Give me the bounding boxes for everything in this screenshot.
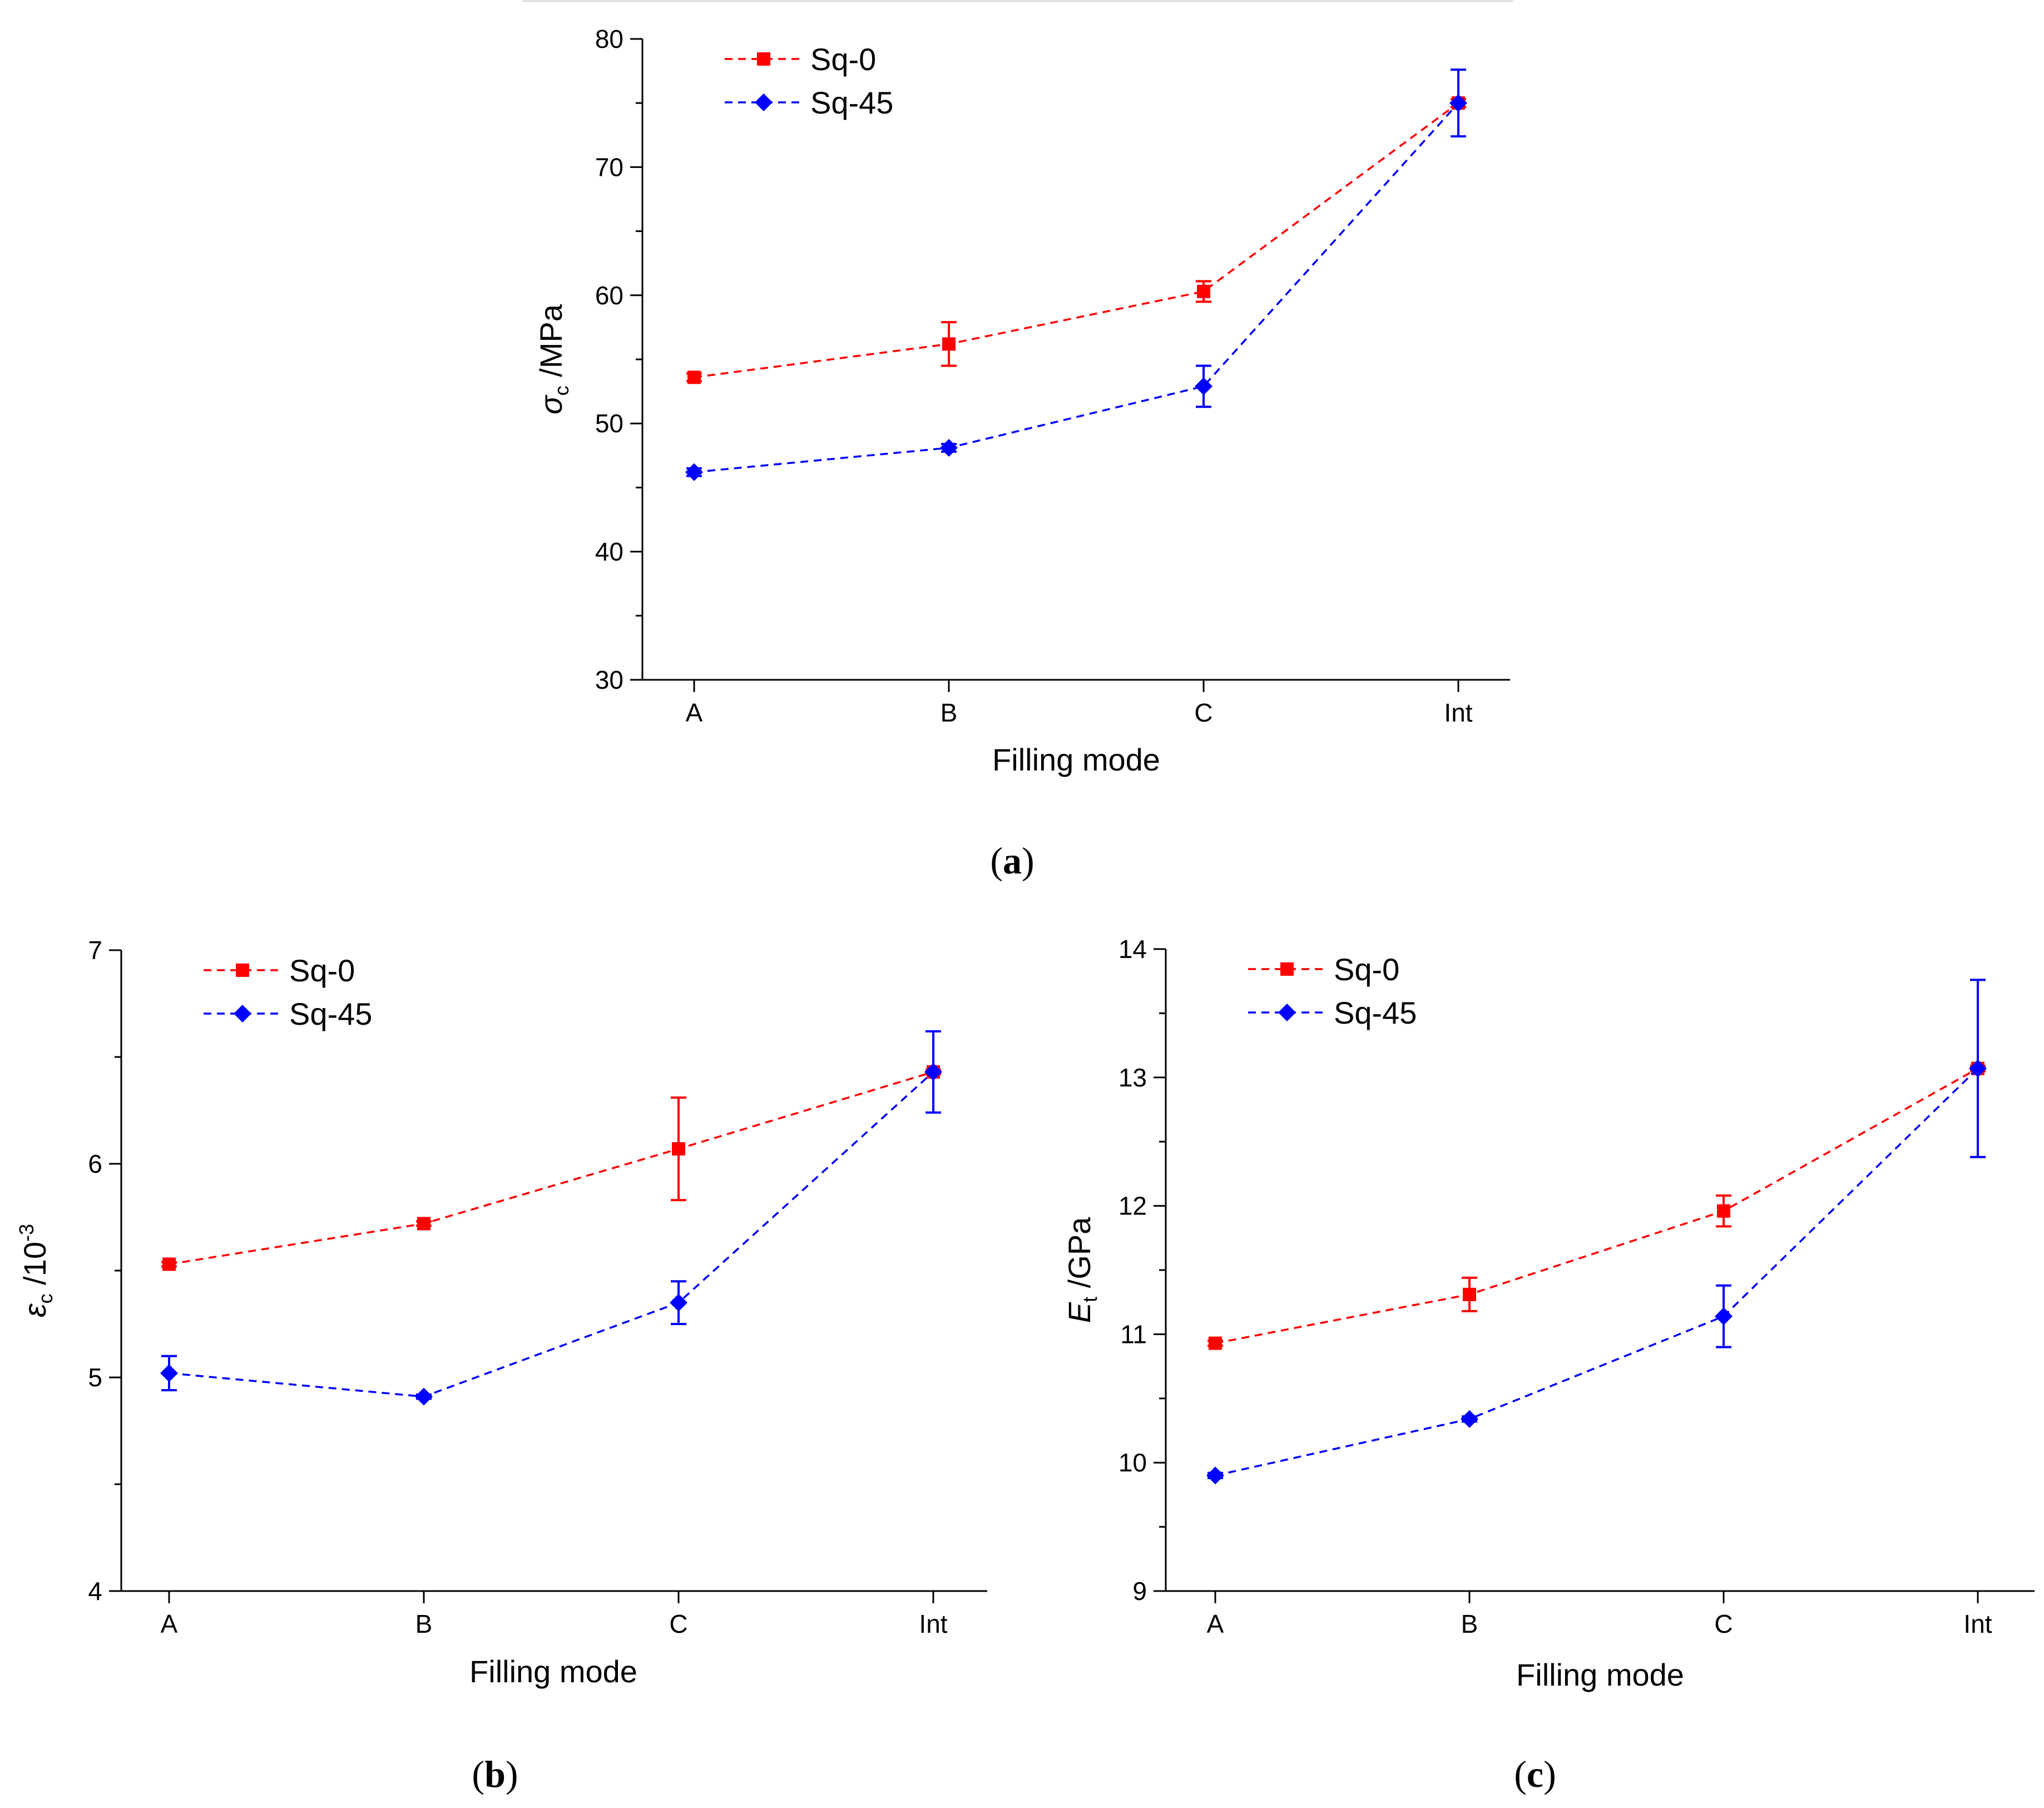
- chart-c-x-tick-label: C: [1714, 1609, 1733, 1638]
- chart-a-y-axis-title: σc /MPa: [533, 304, 573, 414]
- chart-a-y-tick-label: 60: [595, 281, 623, 310]
- chart-c-y-tick-label: 12: [1118, 1192, 1147, 1221]
- chart-a-series-sq-45-point: [685, 463, 703, 481]
- chart-b-series-sq-45-line: [169, 1071, 934, 1398]
- chart-a-series-sq-45-line: [694, 102, 1459, 473]
- chart-a-y-tick-label: 50: [595, 409, 623, 438]
- panel-paren: (: [990, 839, 1003, 882]
- panel-paren: (: [1514, 1753, 1527, 1795]
- chart-c-series-sq-0-line: [1215, 1068, 1978, 1345]
- chart-c-y-tick-label: 9: [1132, 1577, 1147, 1606]
- chart-b-x-tick-label: A: [161, 1609, 178, 1638]
- chart-b-x-tick-label: C: [669, 1609, 687, 1638]
- chart-b-series-sq-0-line: [169, 1071, 934, 1266]
- chart-c-series-sq-0-legend-label: Sq-0: [1334, 952, 1399, 987]
- chart-c-series-sq-45-point: [1461, 1410, 1478, 1428]
- chart-a-series-sq-45-legend-label: Sq-45: [810, 85, 893, 120]
- chart-c-y-tick-label: 11: [1120, 1320, 1147, 1348]
- y-axis-symbol: ε: [17, 1303, 52, 1317]
- y-axis-symbol: σ: [533, 394, 568, 414]
- y-axis-unit: /10: [17, 1242, 52, 1293]
- chart-a-x-tick-label: A: [686, 698, 703, 727]
- chart-b-series-sq-0-point: [672, 1142, 685, 1156]
- panel-paren: (: [472, 1753, 484, 1795]
- chart-b-y-tick-label: 5: [88, 1363, 102, 1392]
- chart-panel-b: 4 5 6 7 A B C Int Filling mode εc /10-3 (b) Sq-0 Sq-…: [15, 936, 987, 1795]
- chart-c-y-axis-title: Et /GPa: [1062, 1217, 1101, 1323]
- chart-c-series-sq-45-legend-marker: [1278, 1004, 1296, 1021]
- panel-paren: ): [506, 1753, 518, 1795]
- panel-letter: a: [1003, 839, 1022, 882]
- chart-b-series-sq-45-point: [160, 1364, 178, 1382]
- chart-c-series-sq-0-legend-marker: [1280, 962, 1294, 976]
- chart-a-series-sq-0-legend-label: Sq-0: [810, 42, 876, 77]
- chart-c-x-tick-label: Int: [1963, 1609, 1992, 1638]
- chart-c-series-sq-0-point: [1717, 1204, 1730, 1218]
- chart-b-series-sq-0-point: [417, 1217, 430, 1231]
- chart-b-series-sq-45-legend-label: Sq-45: [289, 996, 372, 1031]
- chart-c-x-tick-label: B: [1461, 1609, 1478, 1638]
- chart-b-series-sq-45-point: [924, 1063, 942, 1081]
- chart-panel-a: 30 40 50 60 70 80 A B C Int Filling mode σc /MPa (a)…: [533, 24, 1510, 882]
- chart-a-series-sq-0-point: [1197, 284, 1210, 298]
- chart-b-series-sq-0-point: [162, 1257, 176, 1271]
- chart-c-series-sq-45-point: [1969, 1059, 1987, 1078]
- chart-b-y-tick-label: 7: [88, 936, 102, 965]
- chart-b-x-axis-title: Filling mode: [469, 1654, 637, 1689]
- chart-a-series-sq-45-point: [1195, 377, 1212, 396]
- chart-a-x-axis-title: Filling mode: [992, 742, 1160, 777]
- chart-c-series-sq-0-point: [1209, 1336, 1222, 1350]
- chart-b-series-sq-45-point: [670, 1293, 687, 1312]
- chart-c-series-sq-45-point: [1206, 1466, 1224, 1485]
- chart-b-series-sq-0-legend-label: Sq-0: [289, 953, 355, 988]
- chart-a-x-tick-label: B: [941, 698, 958, 727]
- panel-paren: ): [1022, 839, 1035, 882]
- chart-b-series-sq-45-legend-marker: [234, 1005, 251, 1022]
- chart-a-y-tick-label: 30: [595, 665, 623, 694]
- y-axis-subscript: t: [1078, 1297, 1101, 1302]
- chart-panel-c: 9 10 11 12 13 14 A B C Int Filling mode Et /GPa (c) S…: [1062, 935, 2035, 1795]
- y-axis-unit: /GPa: [1062, 1217, 1097, 1297]
- panel-letter: b: [484, 1753, 506, 1795]
- chart-b-panel-label: (b): [472, 1753, 518, 1795]
- chart-b-y-tick-label: 4: [88, 1577, 102, 1606]
- chart-a-series-sq-45-point: [940, 438, 958, 457]
- chart-c-series-sq-0-point: [1463, 1287, 1476, 1301]
- chart-c-series-sq-45-point: [1715, 1307, 1733, 1326]
- chart-c-series-sq-45-line: [1215, 1068, 1979, 1476]
- y-axis-subscript: c: [34, 1293, 57, 1303]
- y-axis-subscript: c: [550, 386, 573, 396]
- chart-a-x-tick-label: Int: [1444, 698, 1472, 727]
- chart-a-y-tick-label: 70: [595, 152, 623, 181]
- chart-c-panel-label: (c): [1514, 1753, 1556, 1795]
- chart-b-x-tick-label: B: [415, 1609, 433, 1638]
- chart-b-x-tick-label: Int: [919, 1609, 947, 1638]
- y-axis-superscript: -3: [15, 1224, 38, 1242]
- panel-paren: ): [1543, 1753, 1556, 1795]
- chart-a-series-sq-0-legend-marker: [757, 52, 770, 66]
- y-axis-symbol: E: [1062, 1302, 1097, 1323]
- chart-c-y-tick-label: 13: [1118, 1063, 1147, 1092]
- chart-a-series-sq-45-point: [1449, 94, 1467, 112]
- chart-c-y-tick-label: 14: [1118, 935, 1147, 964]
- chart-a-series-sq-0-point: [942, 337, 956, 351]
- chart-a-y-tick-label: 40: [595, 537, 623, 566]
- chart-c-x-axis-title: Filling mode: [1516, 1657, 1684, 1692]
- chart-b-y-tick-label: 6: [88, 1149, 102, 1178]
- chart-a-series-sq-45-legend-marker: [755, 93, 773, 111]
- chart-b-series-sq-0-legend-marker: [236, 964, 249, 977]
- panel-letter: c: [1527, 1753, 1543, 1795]
- chart-a-x-tick-label: C: [1194, 698, 1212, 727]
- chart-a-panel-label: (a): [990, 839, 1034, 882]
- chart-c-series-sq-45-legend-label: Sq-45: [1334, 995, 1417, 1030]
- chart-c-x-tick-label: A: [1207, 1609, 1224, 1638]
- chart-a-y-tick-label: 80: [595, 24, 623, 53]
- chart-b-series-sq-45-point: [415, 1387, 433, 1406]
- chart-b-y-axis-title: εc /10-3: [15, 1224, 57, 1317]
- chart-c-y-tick-label: 10: [1118, 1448, 1147, 1477]
- y-axis-unit: /MPa: [533, 304, 568, 386]
- chart-a-series-sq-0-point: [687, 371, 701, 384]
